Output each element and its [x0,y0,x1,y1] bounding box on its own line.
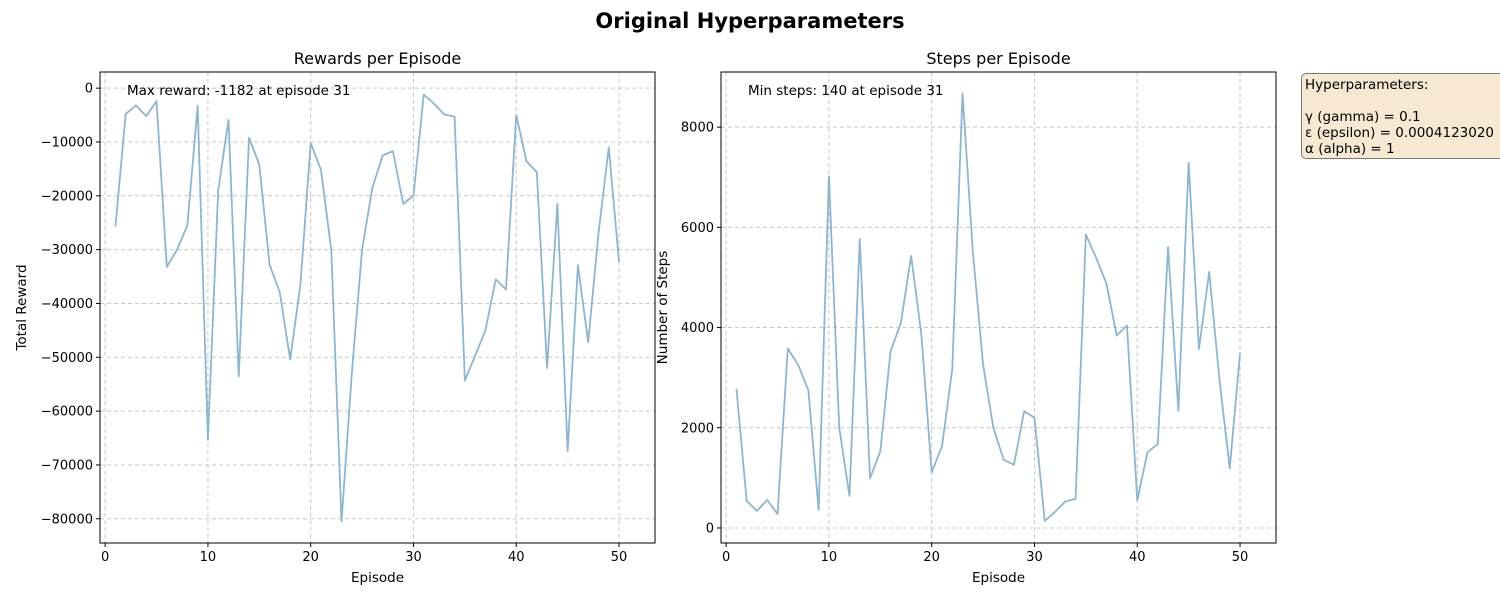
steps-x-tick-label: 0 [722,550,730,565]
steps-chart-title: Steps per Episode [926,49,1070,68]
steps-y-tick-label: 6000 [681,221,714,236]
rewards-y-tick-label: −80000 [41,512,93,527]
steps-x-tick-label: 30 [1026,550,1043,565]
rewards-x-tick-label: 0 [101,550,109,565]
hyperparameters-box: Hyperparameters: γ (gamma) = 0.1 ε (epsi… [1301,73,1500,159]
rewards-y-tick-label: −70000 [41,458,93,473]
rewards-x-tick-label: 20 [302,550,319,565]
rewards-chart-title: Rewards per Episode [294,49,462,68]
rewards-y-axis-label: Total Reward [14,264,30,351]
rewards-x-axis-label: Episode [351,570,404,586]
steps-x-tick-label: 40 [1129,550,1146,565]
rewards-annotation: Max reward: -1182 at episode 31 [127,83,350,99]
steps-x-tick-label: 50 [1232,550,1249,565]
steps-y-tick-label: 4000 [681,321,714,336]
steps-x-tick-label: 20 [923,550,940,565]
rewards-plot-frame [99,71,656,544]
hyperparameters-heading: Hyperparameters: [1305,77,1429,93]
rewards-x-tick-label: 40 [508,550,525,565]
steps-y-tick-label: 2000 [681,421,714,436]
hyperparameter-epsilon: ε (epsilon) = 0.0004123020 [1305,125,1495,141]
rewards-y-tick-label: −40000 [41,297,93,312]
rewards-chart: Rewards per Episode 0 10 20 30 40 50 0 −10000 −20… [14,49,656,586]
hyperparameter-gamma: γ (gamma) = 0.1 [1305,109,1421,125]
rewards-series-line [114,93,620,523]
rewards-x-tick-label: 10 [200,550,217,565]
steps-plot-frame [720,71,1277,544]
steps-series-line [735,92,1241,522]
steps-x-axis-label: Episode [972,570,1025,586]
steps-y-axis-label: Number of Steps [655,251,671,365]
rewards-x-tick-label: 50 [611,550,628,565]
rewards-y-tick-label: −20000 [41,189,93,204]
rewards-y-tick-label: 0 [85,82,93,97]
rewards-y-tick-label: −60000 [41,405,93,420]
steps-y-tick-label: 0 [706,521,714,536]
rewards-y-tick-label: −30000 [41,243,93,258]
steps-annotation: Min steps: 140 at episode 31 [748,83,944,99]
rewards-y-tick-label: −50000 [41,351,93,366]
steps-x-tick-label: 10 [821,550,838,565]
rewards-y-tick-label: −10000 [41,135,93,150]
hyperparameter-alpha: α (alpha) = 1 [1305,141,1395,157]
steps-chart: Steps per Episode 0 10 20 30 40 50 0 2000 4000 600… [655,49,1277,586]
rewards-x-tick-label: 30 [405,550,422,565]
figure-title: Original Hyperparameters [595,9,904,33]
steps-y-tick-label: 8000 [681,121,714,136]
